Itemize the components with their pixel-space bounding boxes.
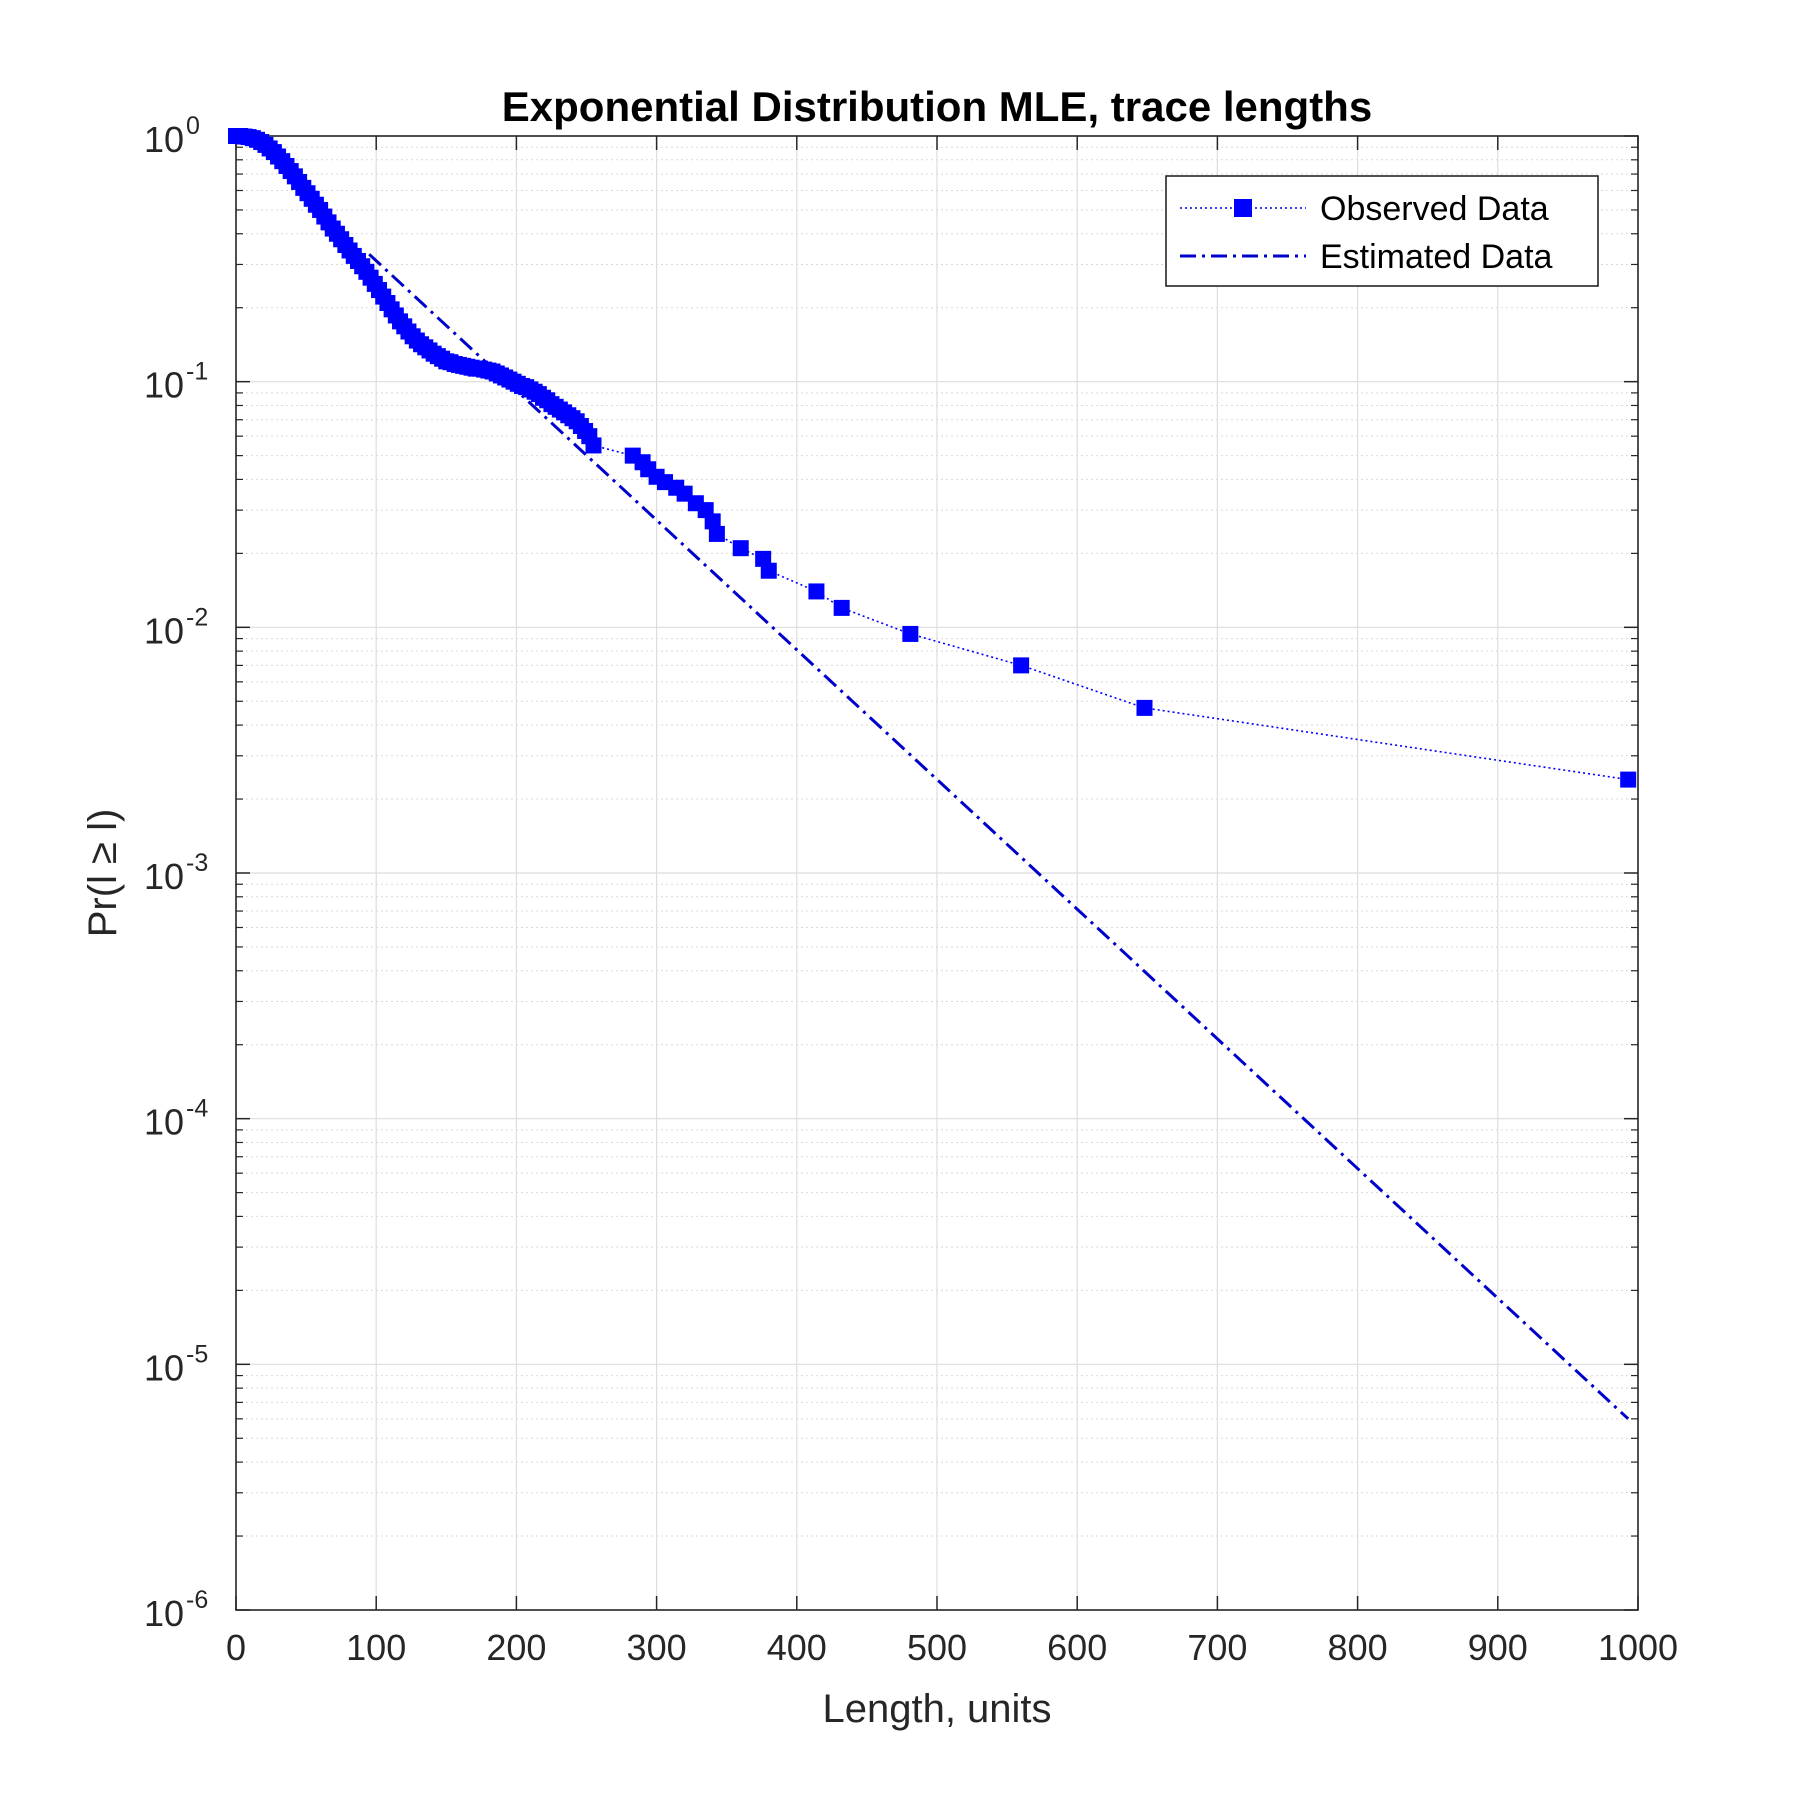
x-tick-label: 800: [1328, 1627, 1388, 1668]
y-tick-label: 10 -6: [144, 1586, 208, 1634]
x-tick-label: 1000: [1598, 1627, 1678, 1668]
y-tick-exponent: -5: [186, 1340, 208, 1368]
y-tick-exponent: -3: [186, 849, 208, 877]
y-tick-label: 10 0: [144, 112, 200, 160]
series-estimated-data: [368, 253, 1630, 1420]
x-tick-label: 900: [1468, 1627, 1528, 1668]
axis-ticks: [235, 135, 1639, 1611]
observed-data-point: [708, 525, 725, 542]
y-tick-base: 10: [144, 1102, 184, 1143]
observed-data-point: [1013, 657, 1030, 674]
legend-estimated-label: Estimated Data: [1320, 238, 1553, 276]
y-tick-exponent: -2: [186, 603, 208, 631]
estimated-data-line: [368, 253, 1630, 1420]
observed-data-point: [808, 583, 825, 600]
y-axis-label: Pr(l ≥ l): [81, 809, 125, 938]
y-tick-base: 10: [144, 1593, 184, 1634]
legend-observed-marker: [1234, 199, 1252, 217]
x-tick-label: 200: [486, 1627, 546, 1668]
y-tick-label: 10 -1: [144, 358, 208, 406]
observed-data-point: [585, 437, 602, 454]
y-tick-base: 10: [144, 365, 184, 406]
y-tick-base: 10: [144, 610, 184, 651]
y-tick-exponent: -6: [186, 1586, 208, 1614]
observed-data-point: [1620, 771, 1637, 788]
y-tick-label: 10 -2: [144, 603, 208, 651]
observed-data-point: [902, 625, 919, 642]
legend-observed-label: Observed Data: [1320, 190, 1549, 228]
x-tick-label: 400: [767, 1627, 827, 1668]
x-axis-label: Length, units: [822, 1687, 1051, 1731]
x-tick-label: 300: [627, 1627, 687, 1668]
legend: Observed Data Estimated Data: [1165, 175, 1599, 287]
y-tick-exponent: -4: [186, 1095, 208, 1123]
x-tick-label: 100: [346, 1627, 406, 1668]
observed-data-point: [833, 599, 850, 616]
y-tick-base: 10: [144, 1347, 184, 1388]
series-observed-data: [228, 128, 1637, 788]
legend-box: [1165, 175, 1599, 287]
y-tick-label: 10 -3: [144, 849, 208, 897]
y-tick-base: 10: [144, 856, 184, 897]
observed-data-point: [732, 540, 749, 557]
y-tick-label: 10 -4: [144, 1095, 208, 1143]
y-tick-exponent: -1: [186, 358, 208, 386]
x-tick-label: 700: [1187, 1627, 1247, 1668]
y-tick-label: 10 -5: [144, 1340, 208, 1388]
observed-data-point: [704, 513, 721, 530]
observed-data-point: [1136, 699, 1153, 716]
y-tick-exponent: 0: [186, 112, 200, 140]
chart-title: Exponential Distribution MLE, trace leng…: [502, 83, 1372, 130]
x-tick-label: 0: [226, 1627, 246, 1668]
x-tick-label: 500: [907, 1627, 967, 1668]
x-axis-tick-labels: 0 100 200 300 400 500 600 700 800 900 1000: [226, 1627, 1678, 1668]
x-tick-label: 600: [1047, 1627, 1107, 1668]
y-tick-base: 10: [144, 119, 184, 160]
observed-data-point: [760, 562, 777, 579]
